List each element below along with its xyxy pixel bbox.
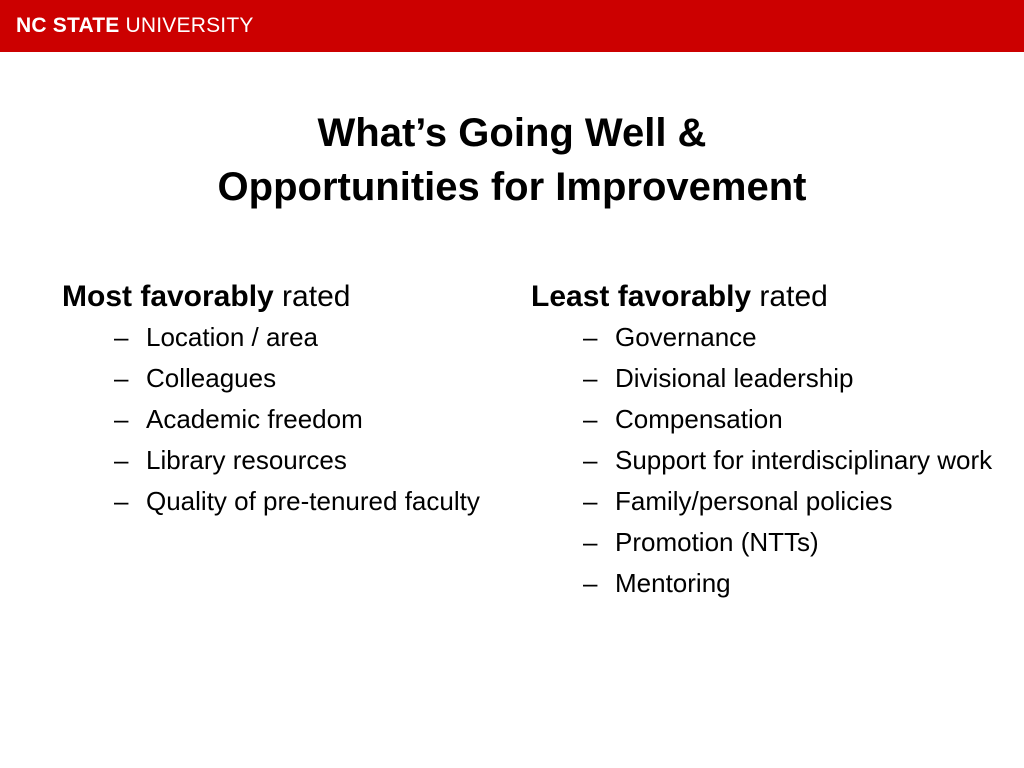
- dash-bullet: –: [583, 322, 598, 352]
- dash-bullet: –: [583, 445, 598, 475]
- dash-bullet: –: [114, 486, 129, 516]
- list-item: – Quality of pre-tenured faculty: [62, 484, 482, 518]
- list-item: – Divisional leadership: [531, 361, 1001, 395]
- most-favorably-heading: Most favorably rated: [62, 278, 482, 316]
- most-favorably-list: – Location / area – Colleagues – Academic f…: [62, 320, 482, 518]
- least-favorably-list: – Governance – Divisional leadership – Comp…: [531, 320, 1001, 600]
- least-favorably-column: Least favorably rated – Governance – Divis…: [531, 278, 1001, 607]
- list-item: – Mentoring: [531, 566, 1001, 600]
- list-item: – Family/personal policies: [531, 484, 1001, 518]
- dash-bullet: –: [583, 527, 598, 557]
- dash-bullet: –: [114, 363, 129, 393]
- list-item: – Academic freedom: [62, 402, 482, 436]
- dash-bullet: –: [114, 322, 129, 352]
- list-item-text: Divisional leadership: [615, 363, 854, 393]
- heading-bold: Most favorably: [62, 280, 274, 313]
- list-item-text: Library resources: [146, 445, 347, 475]
- heading-bold: Least favorably: [531, 280, 752, 313]
- title-line-2: Opportunities for Improvement: [217, 165, 807, 209]
- list-item-text: Quality of pre-tenured faculty: [146, 486, 480, 516]
- list-item: – Library resources: [62, 443, 482, 477]
- nc-state-logo: NC STATE UNIVERSITY: [16, 14, 254, 38]
- most-favorably-column: Most favorably rated – Location / area – C…: [62, 278, 482, 525]
- logo-bold-text: NC STATE: [16, 14, 120, 37]
- list-item: – Compensation: [531, 402, 1001, 436]
- list-item-text: Academic freedom: [146, 404, 363, 434]
- list-item: – Support for interdisciplinary work: [531, 443, 1001, 477]
- list-item-text: Colleagues: [146, 363, 277, 393]
- heading-rest: rated: [273, 280, 351, 313]
- list-item-text: Family/personal policies: [615, 486, 893, 516]
- list-item-text: Location / area: [146, 322, 319, 352]
- dash-bullet: –: [114, 445, 129, 475]
- list-item-text: Compensation: [615, 404, 783, 434]
- slide-title: What’s Going Well & Opportunities for Im…: [0, 106, 1024, 214]
- dash-bullet: –: [583, 568, 598, 598]
- list-item-text: Mentoring: [615, 568, 731, 598]
- list-item-text: Governance: [615, 322, 757, 352]
- logo-regular-text: UNIVERSITY: [125, 14, 254, 37]
- list-item: – Governance: [531, 320, 1001, 354]
- list-item: – Colleagues: [62, 361, 482, 395]
- list-item: – Location / area: [62, 320, 482, 354]
- list-item-text: Support for interdisciplinary work: [615, 445, 993, 475]
- list-item: – Promotion (NTTs): [531, 525, 1001, 559]
- dash-bullet: –: [583, 363, 598, 393]
- list-item-text: Promotion (NTTs): [615, 527, 819, 557]
- dash-bullet: –: [114, 404, 129, 434]
- least-favorably-heading: Least favorably rated: [531, 278, 1001, 316]
- title-line-1: What’s Going Well &: [317, 111, 707, 155]
- heading-rest: rated: [751, 280, 828, 313]
- dash-bullet: –: [583, 486, 598, 516]
- dash-bullet: –: [583, 404, 598, 434]
- header-bar: NC STATE UNIVERSITY: [0, 0, 1024, 52]
